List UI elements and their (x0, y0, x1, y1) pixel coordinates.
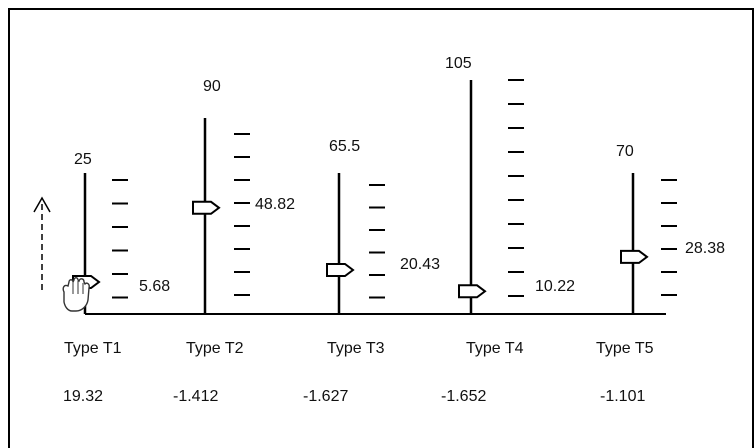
gauge-type-label: Type T2 (186, 340, 244, 358)
gauge-type-label: Type T4 (466, 340, 524, 358)
pointer-marker-icon[interactable] (327, 264, 353, 276)
gauge-score-label: -1.627 (303, 388, 348, 406)
dashed-up-arrow-icon (34, 198, 50, 290)
gauge-value-label: 48.82 (255, 196, 295, 214)
pointer-marker-icon[interactable] (621, 251, 647, 263)
gauge-max-label: 105 (445, 55, 472, 73)
gauge-value-label: 10.22 (535, 278, 575, 296)
gauge-score-label: 19.32 (63, 388, 103, 406)
gauge-value-label: 5.68 (139, 278, 170, 296)
gauge-max-label: 90 (203, 78, 221, 96)
gauge-type-label: Type T5 (596, 340, 654, 358)
gauge-max-label: 25 (74, 151, 92, 169)
gauge-max-label: 70 (616, 143, 634, 161)
gauge-type-label: Type T1 (64, 340, 122, 358)
gauge-score-label: -1.652 (441, 388, 486, 406)
gauge-value-label: 28.38 (685, 240, 725, 258)
gauge-max-label: 65.5 (329, 138, 360, 156)
gauge-scene (0, 0, 756, 425)
gauge-value-label: 20.43 (400, 256, 440, 274)
pointer-marker-icon[interactable] (459, 285, 485, 297)
gauge-type-label: Type T3 (327, 340, 385, 358)
gauge-score-label: -1.412 (173, 388, 218, 406)
gauge-score-label: -1.101 (600, 388, 645, 406)
pointer-marker-icon[interactable] (193, 202, 219, 214)
